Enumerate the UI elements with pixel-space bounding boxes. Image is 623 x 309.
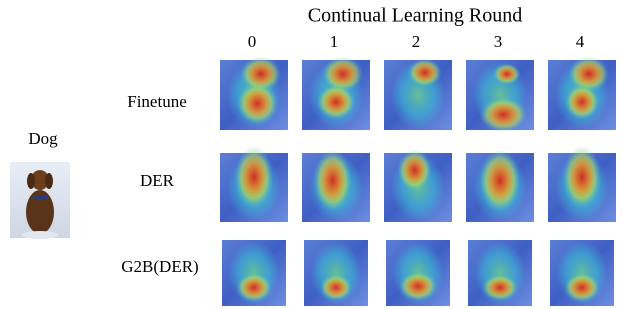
heatmap-image	[220, 57, 288, 131]
heatmap-image	[384, 150, 452, 222]
row-label: G2B(DER)	[121, 257, 198, 276]
row-label: DER	[140, 171, 175, 190]
heatmap-image	[550, 240, 614, 306]
heatmap-image	[386, 240, 450, 306]
heatmap-hotspot	[565, 85, 599, 120]
heatmap-hotspot	[493, 64, 520, 85]
heatmap-hotspot	[320, 274, 352, 300]
heatmap-hotspot	[408, 59, 442, 87]
heatmap-image	[466, 60, 534, 132]
heatmap-image	[384, 59, 452, 130]
page: Continual Learning Round Dog 0 1 2 3 4 Finetu…	[0, 0, 623, 309]
sample-label: Dog	[28, 129, 58, 148]
heatmap-hotspot	[398, 150, 432, 191]
heatmap-image	[222, 240, 286, 306]
heatmap-hotspot	[314, 150, 352, 212]
heatmap-hotspot	[482, 274, 518, 300]
heatmap-image	[302, 150, 370, 222]
round-label: 0	[248, 32, 257, 51]
heatmap-image	[220, 146, 288, 222]
round-label: 1	[330, 32, 339, 51]
heatmap-hotspot	[564, 273, 600, 302]
sample-image	[10, 162, 70, 239]
heatmap-hotspot	[237, 82, 278, 124]
heatmap-image	[548, 57, 616, 131]
heatmap-hotspot	[563, 146, 601, 208]
heatmap-hotspot	[236, 273, 272, 302]
round-label: 3	[494, 32, 503, 51]
heatmap-image	[302, 57, 370, 131]
heatmap-hotspot	[480, 150, 521, 212]
figure-title: Continual Learning Round	[308, 5, 522, 27]
heatmap-hotspot	[317, 85, 355, 120]
figure: Continual Learning Round Dog 0 1 2 3 4 Finetu…	[0, 0, 623, 309]
round-label: 2	[412, 32, 421, 51]
heatmap-hotspot	[235, 146, 273, 208]
heatmap-image	[466, 150, 534, 222]
row-label: Finetune	[127, 92, 187, 111]
heatmap-hotspot	[480, 97, 528, 132]
heatmap-image	[304, 240, 368, 306]
round-label: 4	[576, 32, 585, 51]
heatmap-hotspot	[399, 272, 437, 301]
heatmap-image	[548, 146, 616, 222]
heatmap-image	[468, 240, 532, 306]
